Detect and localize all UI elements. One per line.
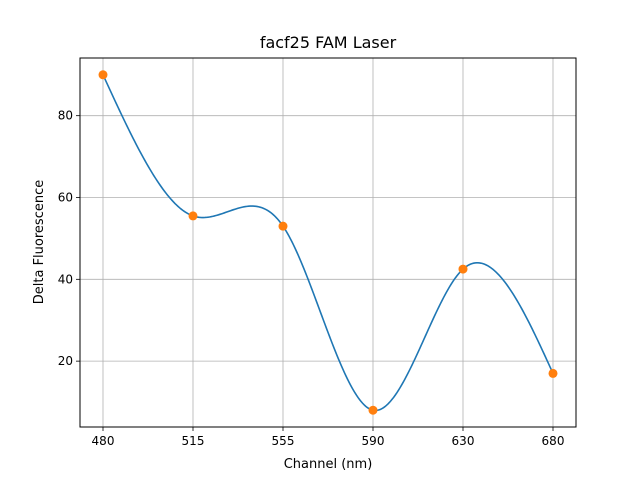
x-tick-label: 515 bbox=[182, 434, 205, 448]
plot-frame bbox=[79, 57, 577, 428]
chart-title: facf25 FAM Laser bbox=[260, 33, 397, 52]
data-point bbox=[368, 405, 378, 415]
x-tick-label: 555 bbox=[272, 434, 295, 448]
x-ticks: 480 515 555 590 630 680 bbox=[92, 427, 565, 448]
x-tick-label: 680 bbox=[542, 434, 565, 448]
y-tick-label: 80 bbox=[58, 109, 73, 123]
y-tick-label: 20 bbox=[58, 354, 73, 368]
y-tick-label: 60 bbox=[58, 191, 73, 205]
y-axis-label: Delta Fluorescence bbox=[32, 180, 47, 304]
y-tick-label: 40 bbox=[58, 272, 73, 286]
data-point bbox=[548, 368, 558, 378]
data-point bbox=[458, 264, 468, 274]
x-tick-label: 630 bbox=[452, 434, 475, 448]
x-axis-label: Channel (nm) bbox=[284, 457, 373, 472]
x-tick-label: 590 bbox=[362, 434, 385, 448]
grid bbox=[80, 58, 576, 427]
data-point bbox=[188, 211, 198, 221]
data-point bbox=[98, 70, 108, 80]
marker-layer bbox=[98, 70, 558, 415]
x-tick-label: 480 bbox=[92, 434, 115, 448]
series-line bbox=[102, 74, 554, 412]
curve-layer bbox=[102, 74, 554, 412]
data-point bbox=[278, 221, 288, 231]
y-ticks: 20 40 60 80 bbox=[58, 109, 80, 368]
